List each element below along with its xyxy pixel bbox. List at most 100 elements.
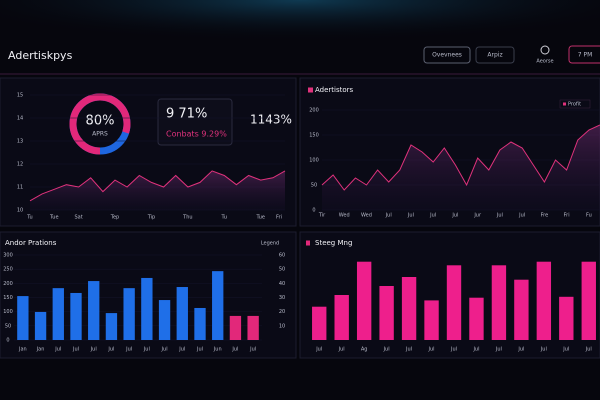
y-tick-label: 30 — [279, 295, 285, 301]
bar — [141, 277, 153, 340]
x-tick-label: Jul — [125, 347, 132, 353]
y-tick-label: 250 — [3, 267, 13, 273]
time-label[interactable]: 7 PM — [578, 52, 593, 59]
bar — [514, 279, 529, 340]
y-tick-label: 100 — [3, 309, 13, 315]
line-area — [322, 125, 600, 210]
x-tick-label: Jul — [428, 347, 435, 353]
nav-button-label[interactable]: Arpiz — [487, 52, 502, 59]
user-icon[interactable] — [540, 45, 550, 55]
line — [29, 170, 286, 202]
y-tick-label: 10 — [279, 323, 285, 329]
bar — [536, 261, 552, 340]
y-tick-label: 200 — [3, 281, 13, 287]
legend-swatch — [308, 87, 313, 93]
nav-button[interactable] — [475, 46, 515, 64]
bar — [312, 306, 327, 340]
bar — [158, 300, 171, 340]
x-tick-label: Jul — [315, 347, 322, 353]
bar — [581, 261, 596, 340]
y-tick-label: 150 — [3, 295, 13, 301]
x-tick-label: Jan — [18, 347, 27, 353]
x-tick-label: Tip — [147, 215, 155, 221]
x-tick-label: Jul — [472, 347, 479, 353]
x-tick-label: Fre — [541, 213, 549, 219]
x-tick-label: Fu — [586, 213, 592, 219]
x-tick-label: Tir — [318, 213, 326, 219]
nav-button[interactable] — [423, 46, 471, 64]
donut-caption: APRS — [92, 131, 108, 138]
x-tick-label: Jul — [450, 347, 457, 353]
bar — [88, 281, 100, 340]
chart-title: Adertistors — [315, 86, 354, 94]
x-tick-label: Jul — [407, 213, 414, 219]
bar — [34, 311, 47, 340]
x-tick-label: Jul — [231, 347, 238, 353]
x-tick-label: Jul — [178, 347, 185, 353]
y-tick-label: 50 — [5, 323, 11, 329]
user-label[interactable]: Aeorse — [536, 59, 553, 65]
x-tick-label: Jul — [383, 347, 390, 353]
x-tick-label: Jul — [90, 347, 97, 353]
x-tick-label: Wed — [361, 213, 372, 219]
y-tick-label: 200 — [309, 108, 319, 114]
bar — [379, 286, 394, 340]
bar — [194, 307, 206, 340]
y-tick-label: 20 — [279, 309, 285, 315]
line — [321, 124, 600, 191]
x-tick-label: Jan — [36, 347, 45, 353]
x-tick-label: Jul — [518, 213, 525, 219]
y-tick-label: 50 — [311, 183, 317, 189]
x-tick-label: Jul — [143, 347, 150, 353]
x-tick-label: Jul — [196, 347, 203, 353]
x-tick-label: Jul — [249, 347, 256, 353]
x-tick-label: Jul — [405, 347, 412, 353]
bar — [247, 315, 259, 340]
bar — [559, 296, 574, 340]
legend-box — [559, 99, 591, 109]
x-tick-label: Jul — [451, 213, 458, 219]
x-tick-label: Tue — [255, 215, 265, 221]
title-swatch — [306, 240, 310, 246]
legend-swatch — [563, 102, 566, 106]
x-tick-label: Jul — [54, 347, 61, 353]
chart-title: Steeg Mng — [315, 239, 352, 247]
y-tick-label: 40 — [279, 281, 285, 287]
y-tick-label: 50 — [279, 267, 285, 273]
bar — [446, 265, 462, 340]
y-tick-label: 14 — [17, 116, 23, 122]
kpi-value: 9 71% — [166, 107, 207, 122]
bar — [491, 265, 507, 340]
bar — [105, 313, 118, 340]
x-tick-label: Jul — [72, 347, 79, 353]
time-button[interactable] — [568, 45, 600, 64]
donut-value: 80% — [86, 114, 115, 129]
x-tick-label: Fri — [276, 215, 282, 221]
x-tick-label: Jul — [107, 347, 114, 353]
y-tick-label: 13 — [17, 139, 23, 145]
bar — [401, 277, 417, 340]
y-tick-label: 0 — [6, 338, 9, 344]
app-title: Adertiskpys — [8, 49, 73, 62]
x-tick-label: Tue — [49, 215, 59, 221]
bar — [424, 300, 439, 340]
donut-arc — [69, 93, 131, 155]
x-tick-label: Jul — [585, 347, 592, 353]
bar — [229, 315, 242, 340]
y-tick-label: 11 — [17, 185, 23, 191]
x-tick-label: Sat — [74, 215, 82, 221]
legend-label: Profit — [568, 102, 581, 108]
y-tick-label: 60 — [279, 253, 285, 259]
line-area — [30, 170, 285, 210]
chart-title: Andor Prations — [5, 239, 57, 247]
bar — [52, 288, 64, 340]
kpi-value: 1143% — [250, 113, 292, 127]
x-tick-label: Tep — [110, 215, 119, 221]
x-tick-label: Ag — [361, 347, 368, 353]
y-tick-label: 15 — [17, 93, 23, 99]
nav-button-label[interactable]: Ovevnees — [432, 52, 462, 59]
x-tick-label: Jul — [540, 347, 547, 353]
x-tick-label: Thu — [182, 215, 192, 221]
bar — [70, 292, 82, 340]
